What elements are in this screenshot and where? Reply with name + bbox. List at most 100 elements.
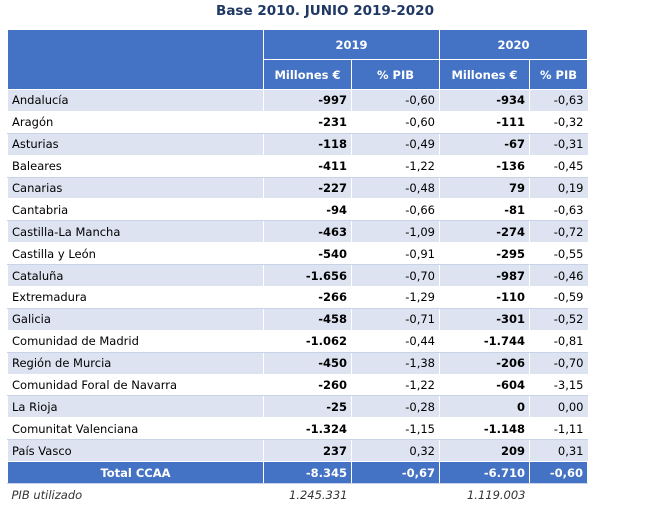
millones-2019-cell: -25 (263, 395, 352, 419)
table-title: Base 2010. JUNIO 2019-2020 (216, 3, 434, 19)
millones-2019-cell: -1.656 (263, 264, 352, 288)
pib-2019-cell: 0,32 (351, 439, 440, 463)
millones-2019-cell: -997 (263, 89, 352, 112)
pib-2019-cell: -1,38 (351, 352, 440, 375)
subheader-millones-2020: Millones € (439, 59, 530, 90)
millones-2020-cell: -136 (439, 155, 530, 178)
pib-2019-cell: -0,28 (351, 395, 440, 419)
millones-2020-cell: -1.744 (439, 330, 530, 353)
region-cell: Comunidad Foral de Navarra (7, 374, 264, 397)
table-row: Cantabria -94 -0,66 -81 -0,63 (7, 198, 588, 222)
total-millones-2020: -6.710 (439, 461, 530, 485)
pib-label: PIB utilizado (7, 483, 264, 506)
table-row: Castilla y León -540 -0,91 -295 -0,55 (7, 242, 588, 266)
pib-2020-cell: -0,63 (529, 89, 588, 112)
table-row: País Vasco 237 0,32 209 0,31 (7, 439, 588, 463)
millones-2020-cell: -934 (439, 89, 530, 112)
pib-2019-cell: -0,49 (351, 133, 440, 156)
table-row: Cataluña -1.656 -0,70 -987 -0,46 (7, 264, 588, 288)
subheader-pib-2019: % PIB (351, 59, 440, 90)
deficit-table: 2019 2020 Millones € % PIB Millones € % … (7, 29, 588, 506)
millones-2019-cell: -231 (263, 111, 352, 134)
pib-2020-cell: 0,31 (529, 439, 588, 463)
table-row: La Rioja -25 -0,28 0 0,00 (7, 395, 588, 419)
millones-2020-cell: -110 (439, 286, 530, 309)
pib-row: PIB utilizado 1.245.331 1.119.003 (7, 483, 588, 506)
pib-2020-cell: -0,31 (529, 133, 588, 156)
pib-2019-cell: -0,91 (351, 242, 440, 266)
year-header-2020: 2020 (439, 29, 588, 60)
pib-2019-cell: -0,60 (351, 111, 440, 134)
pib-2020-cell: 0,00 (529, 395, 588, 419)
pib-2020-cell: -0,72 (529, 220, 588, 244)
millones-2019-cell: -227 (263, 177, 352, 200)
pib-2019-cell: -0,60 (351, 89, 440, 112)
table-row: Galicia -458 -0,71 -301 -0,52 (7, 308, 588, 331)
millones-2020-cell: 79 (439, 177, 530, 200)
region-cell: Extremadura (7, 286, 264, 309)
region-cell: Cantabria (7, 198, 264, 222)
table-row: Aragón -231 -0,60 -111 -0,32 (7, 111, 588, 134)
pib-2019-cell: -0,70 (351, 264, 440, 288)
table-row: Andalucía -997 -0,60 -934 -0,63 (7, 89, 588, 112)
pib-2020-cell: -0,32 (529, 111, 588, 134)
pib-2019-cell: -0,71 (351, 308, 440, 331)
table-row: Comunidad Foral de Navarra -260 -1,22 -604-… (7, 374, 588, 397)
region-cell: La Rioja (7, 395, 264, 419)
millones-2019-cell: -94 (263, 198, 352, 222)
region-cell: Asturias (7, 133, 264, 156)
table-row: Comunitat Valenciana -1.324 -1,15 -1.148 -1,… (7, 417, 588, 441)
millones-2020-cell: 209 (439, 439, 530, 463)
millones-2019-cell: -463 (263, 220, 352, 244)
table-row: Canarias -227 -0,48 79 0,19 (7, 177, 588, 200)
pib-2020-cell: -0,52 (529, 308, 588, 331)
region-cell: Comunitat Valenciana (7, 417, 264, 441)
millones-2020-cell: -206 (439, 352, 530, 375)
region-cell: Castilla-La Mancha (7, 220, 264, 244)
millones-2020-cell: -987 (439, 264, 530, 288)
total-pib-2020: -0,60 (529, 461, 588, 485)
table-row: Castilla-La Mancha -463 -1,09 -274 -0,72 (7, 220, 588, 244)
pib-2019-value: 1.245.331 (263, 483, 352, 506)
millones-2020-cell: -1.148 (439, 417, 530, 441)
millones-2019-cell: -411 (263, 155, 352, 178)
region-cell: Baleares (7, 155, 264, 178)
region-cell: Aragón (7, 111, 264, 134)
pib-2020-cell: -3,15 (529, 374, 588, 397)
pib-2019-cell: -1,22 (351, 374, 440, 397)
region-cell: Región de Murcia (7, 352, 264, 375)
millones-2019-cell: -540 (263, 242, 352, 266)
total-pib-2019: -0,67 (351, 461, 440, 485)
year-header-2019: 2019 (263, 29, 440, 60)
table-row: Asturias -118 -0,49 -67 -0,31 (7, 133, 588, 156)
table-row: Comunidad de Madrid -1.062 -0,44 -1.744 -0,8… (7, 330, 588, 353)
region-cell: Cataluña (7, 264, 264, 288)
pib-2020-cell: -1,11 (529, 417, 588, 441)
pib-spacer (529, 483, 588, 506)
millones-2020-cell: -604 (439, 374, 530, 397)
millones-2019-cell: -266 (263, 286, 352, 309)
region-cell: Castilla y León (7, 242, 264, 266)
subheader-pib-2020: % PIB (529, 59, 588, 90)
millones-2019-cell: -458 (263, 308, 352, 331)
pib-2020-cell: -0,46 (529, 264, 588, 288)
millones-2019-cell: -118 (263, 133, 352, 156)
millones-2020-cell: -295 (439, 242, 530, 266)
table-row: Baleares -411 -1,22 -136 -0,45 (7, 155, 588, 178)
region-cell: Galicia (7, 308, 264, 331)
pib-2019-cell: -1,22 (351, 155, 440, 178)
region-cell: Andalucía (7, 89, 264, 112)
total-label: Total CCAA (7, 461, 264, 485)
pib-2019-cell: -0,48 (351, 177, 440, 200)
total-millones-2019: -8.345 (263, 461, 352, 485)
region-header (7, 29, 264, 90)
region-cell: Canarias (7, 177, 264, 200)
millones-2019-cell: -1.062 (263, 330, 352, 353)
region-cell: Comunidad de Madrid (7, 330, 264, 353)
subheader-millones-2019: Millones € (263, 59, 352, 90)
millones-2020-cell: -111 (439, 111, 530, 134)
pib-2019-cell: -1,15 (351, 417, 440, 441)
pib-2020-cell: 0,19 (529, 177, 588, 200)
millones-2019-cell: -450 (263, 352, 352, 375)
pib-2020-cell: -0,81 (529, 330, 588, 353)
